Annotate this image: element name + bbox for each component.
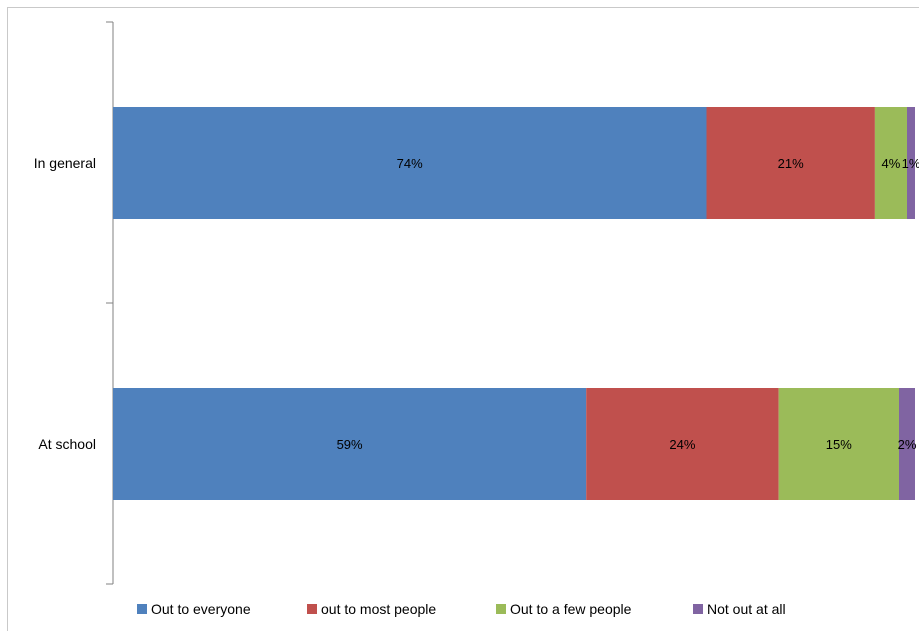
bar-segment — [706, 107, 875, 219]
data-label: 15% — [826, 437, 852, 452]
legend-label: out to most people — [321, 601, 436, 617]
bars-group: 74% 21% 4% 1% 59% 24% 15% 2% — [113, 107, 919, 500]
bar-segment — [899, 388, 915, 500]
legend-label: Out to everyone — [151, 601, 251, 617]
data-label: 4% — [882, 156, 901, 171]
category-label: At school — [38, 436, 96, 452]
category-label: In general — [34, 155, 96, 171]
legend-swatch — [693, 604, 703, 614]
data-label: 24% — [669, 437, 695, 452]
data-label: 1% — [902, 156, 919, 171]
legend: Out to everyone out to most people Out to … — [137, 601, 786, 617]
data-label: 59% — [337, 437, 363, 452]
legend-label: Out to a few people — [510, 601, 632, 617]
legend-swatch — [307, 604, 317, 614]
bar-segment — [778, 388, 899, 500]
bar-segment — [113, 388, 587, 500]
legend-swatch — [137, 604, 147, 614]
legend-label: Not out at all — [707, 601, 786, 617]
bar-segment — [907, 107, 915, 219]
data-label: 21% — [778, 156, 804, 171]
category-labels: In general At school — [34, 155, 96, 452]
bar-segment — [874, 107, 907, 219]
chart-frame — [7, 7, 919, 631]
data-label: 2% — [898, 437, 917, 452]
data-label: 74% — [397, 156, 423, 171]
legend-swatch — [496, 604, 506, 614]
bar-segment — [113, 107, 707, 219]
bar-segment — [586, 388, 779, 500]
